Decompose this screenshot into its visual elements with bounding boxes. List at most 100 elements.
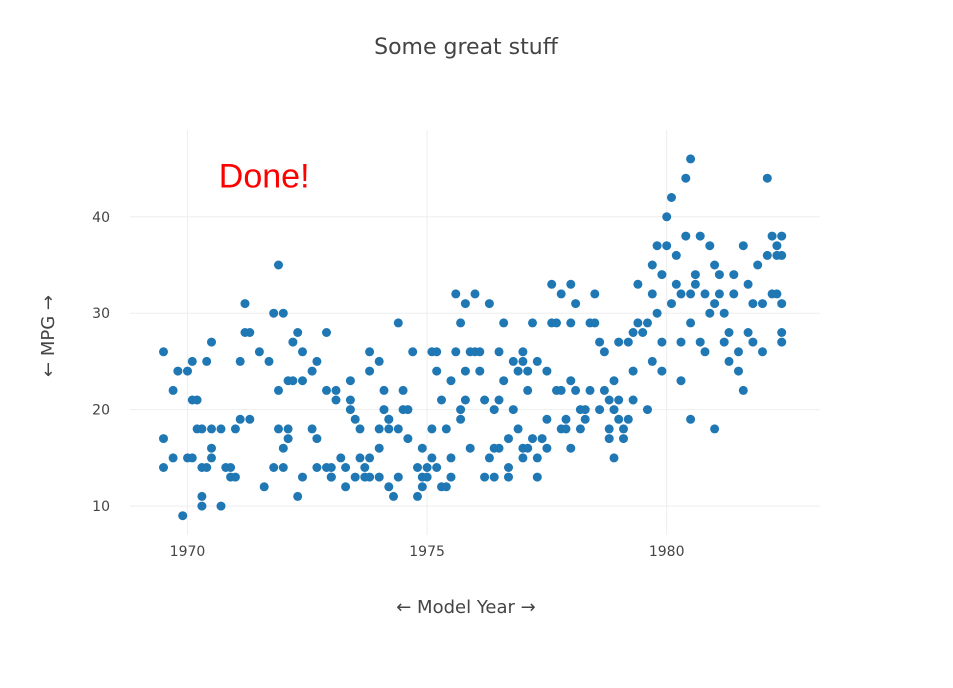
scatter-point xyxy=(528,318,537,328)
scatter-point xyxy=(159,347,168,357)
scatter-point xyxy=(451,347,461,357)
scatter-point xyxy=(528,434,537,444)
scatter-point xyxy=(657,366,667,376)
scatter-point xyxy=(623,414,633,424)
scatter-point xyxy=(508,356,518,366)
y-tick-label: 40 xyxy=(92,210,110,226)
scatter-point xyxy=(628,328,638,337)
scatter-point xyxy=(777,337,787,347)
scatter-point xyxy=(705,308,715,318)
scatter-point xyxy=(202,463,212,472)
scatter-point xyxy=(580,414,590,424)
scatter-point xyxy=(168,453,178,463)
scatter-point xyxy=(432,366,442,376)
scatter-point xyxy=(633,318,643,328)
scatter-point xyxy=(274,385,283,395)
scatter-point xyxy=(633,279,643,289)
scatter-point xyxy=(403,434,413,444)
scatter-point xyxy=(690,270,700,280)
scatter-point xyxy=(403,405,413,415)
scatter-point xyxy=(384,482,394,492)
scatter-point xyxy=(331,385,341,395)
scatter-point xyxy=(278,443,288,453)
scatter-point xyxy=(762,250,772,260)
scatter-point xyxy=(326,472,336,482)
scatter-point xyxy=(724,328,734,337)
scatter-point xyxy=(609,453,619,463)
scatter-point xyxy=(532,453,542,463)
scatter-point xyxy=(499,318,509,328)
scatter-point xyxy=(475,347,485,357)
scatter-point xyxy=(777,299,787,309)
scatter-point xyxy=(307,424,317,434)
scatter-point xyxy=(714,270,724,280)
scatter-point xyxy=(269,463,279,472)
scatter-point xyxy=(393,424,403,434)
y-tick-label: 30 xyxy=(92,306,110,322)
scatter-point xyxy=(393,318,403,328)
scatter-point xyxy=(451,289,461,299)
scatter-point xyxy=(465,443,475,453)
scatter-point xyxy=(738,385,748,395)
scatter-point xyxy=(729,289,739,299)
scatter-point xyxy=(513,424,523,434)
scatter-point xyxy=(729,270,739,280)
scatter-point xyxy=(518,347,528,357)
y-tick-label: 20 xyxy=(92,403,110,419)
scatter-point xyxy=(523,443,533,453)
scatter-point xyxy=(422,472,432,482)
scatter-point xyxy=(676,376,686,386)
scatter-point xyxy=(413,463,422,472)
annotation-text: Done! xyxy=(219,157,310,195)
scatter-point xyxy=(700,289,710,299)
scatter-point xyxy=(614,414,624,424)
scatter-point xyxy=(192,395,202,405)
scatter-point xyxy=(532,356,542,366)
scatter-point xyxy=(681,173,691,183)
scatter-point xyxy=(336,453,346,463)
scatter-point xyxy=(187,453,197,463)
scatter-point xyxy=(652,241,662,251)
scatter-point xyxy=(686,289,696,299)
scatter-point xyxy=(585,385,595,395)
scatter-point xyxy=(326,463,336,472)
scatter-point xyxy=(662,212,672,222)
scatter-point xyxy=(379,385,389,395)
scatter-point xyxy=(422,463,432,472)
scatter-point xyxy=(705,241,715,251)
scatter-point xyxy=(207,337,216,347)
scatter-point xyxy=(542,414,552,424)
scatter-point xyxy=(686,318,696,328)
scatter-point xyxy=(226,463,236,472)
scatter-point xyxy=(456,318,466,328)
scatter-point xyxy=(417,482,427,492)
scatter-point xyxy=(743,328,753,337)
scatter-point xyxy=(360,463,370,472)
scatter-point xyxy=(599,385,609,395)
scatter-point xyxy=(614,337,624,347)
scatter-point xyxy=(345,376,355,386)
scatter-point xyxy=(643,405,652,415)
scatter-point xyxy=(365,347,375,357)
scatter-point xyxy=(398,385,408,395)
scatter-point xyxy=(393,472,403,482)
scatter-point xyxy=(374,472,384,482)
scatter-point xyxy=(671,279,681,289)
scatter-point xyxy=(331,395,341,405)
scatter-point xyxy=(350,414,360,424)
scatter-point xyxy=(566,279,576,289)
scatter-point xyxy=(619,424,628,434)
scatter-point xyxy=(484,453,494,463)
scatter-point xyxy=(767,231,777,241)
scatter-point xyxy=(178,511,188,521)
chart-title: Some great stuff xyxy=(374,35,559,60)
scatter-point xyxy=(355,453,365,463)
scatter-point xyxy=(777,250,787,260)
scatter-point xyxy=(523,366,533,376)
scatter-point xyxy=(552,318,561,328)
scatter-point xyxy=(298,376,307,386)
x-tick-labels: 1970 1975 1980 xyxy=(170,544,685,560)
scatter-point xyxy=(571,385,581,395)
scatter-point xyxy=(365,453,375,463)
scatter-point xyxy=(719,337,729,347)
